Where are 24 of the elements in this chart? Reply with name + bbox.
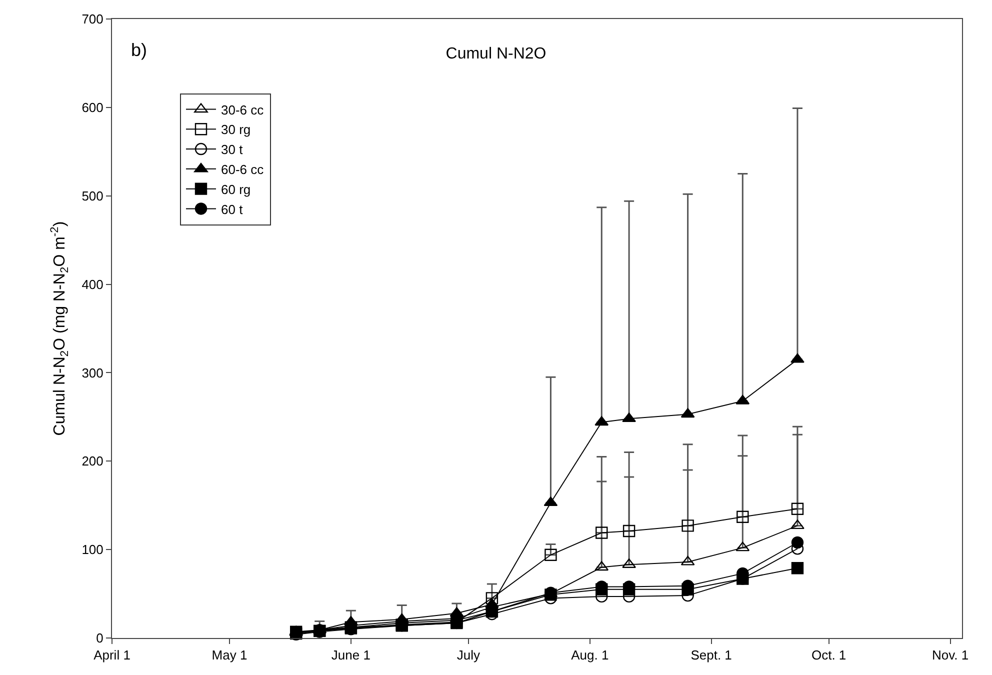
y-tick-label: 600: [82, 100, 104, 115]
legend-label: 30 rg: [221, 122, 251, 138]
y-tick-label: 400: [82, 276, 104, 292]
x-tick-label: April 1: [94, 648, 130, 663]
legend-label: 30 t: [221, 142, 244, 158]
x-tick-label: July: [456, 648, 481, 663]
text: Cumul N-N2O: [446, 45, 546, 62]
legend-label: 60 t: [221, 202, 244, 217]
x-tick-label: May 1: [212, 648, 248, 663]
y-tick-label: 300: [82, 365, 104, 380]
legend-label: 30-6 cc: [221, 102, 264, 118]
x-tick-label: Aug. 1: [571, 648, 609, 663]
y-tick-label: 500: [82, 188, 104, 204]
legend-label: 60 rg: [221, 182, 251, 197]
y-tick-label: 100: [82, 542, 104, 558]
y-tick-label: 0: [96, 630, 104, 646]
annotation: b): [131, 40, 148, 60]
x-tick-label: Sept. 1: [690, 648, 732, 663]
x-tick-label: Oct. 1: [811, 648, 846, 663]
legend-label: 60-6 cc: [221, 162, 264, 177]
y-tick-label: 700: [82, 12, 104, 27]
x-tick-label: June 1: [331, 648, 370, 663]
x-tick-label: Nov. 1: [932, 648, 969, 663]
y-tick-label: 200: [82, 454, 104, 469]
